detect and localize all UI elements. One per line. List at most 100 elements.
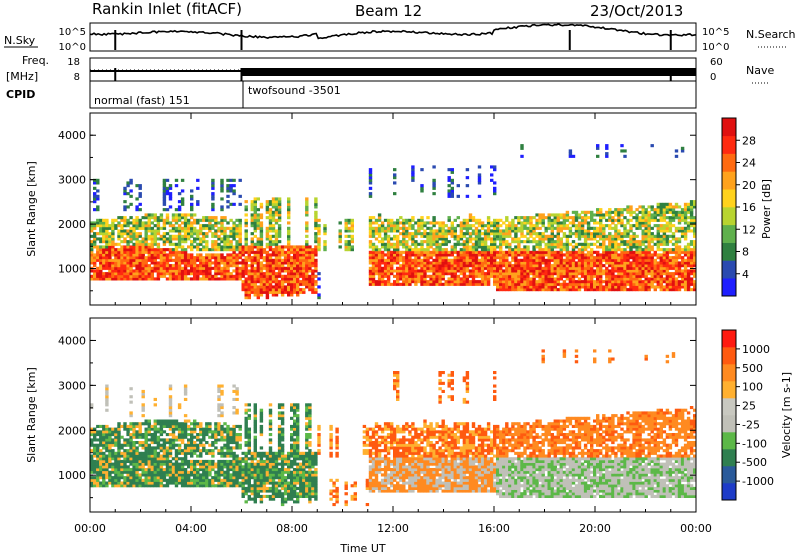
heat-cell [117,258,121,262]
heat-cell [117,274,121,278]
heat-cell [638,266,642,270]
heat-cell [90,476,94,480]
heat-cell [477,194,482,198]
heat-cell [505,253,509,257]
heat-cell [205,269,209,273]
heat-cell [132,221,136,225]
heat-cell [162,189,167,193]
heat-cell [689,240,694,244]
heat-cell [244,288,248,292]
heat-cell [147,451,151,455]
heat-cell [541,282,545,286]
heat-cell [159,248,164,252]
heat-cell [193,258,197,262]
heat-cell [368,261,373,265]
heat-cell [511,248,515,252]
heat-cell [132,430,136,434]
heat-cell [674,229,679,233]
heat-cell [105,441,109,445]
heat-cell [402,240,406,244]
heat-cell [520,226,524,230]
heat-cell [432,253,436,257]
heat-cell [368,168,373,172]
heat-cell [259,277,264,281]
heat-cell [674,237,679,241]
heat-cell [689,202,694,206]
heat-cell [677,205,682,209]
heat-cell [650,205,654,209]
heat-cell [450,232,454,236]
heat-cell [559,269,563,273]
nsearch-tick-bottom: 10^0 [702,42,729,53]
heat-cell [147,449,151,453]
heat-cell [241,264,245,268]
heat-cell [465,256,470,260]
heat-cell [211,253,215,257]
heat-cell [480,256,485,260]
heat-cell [617,288,621,292]
heat-cell [174,242,179,246]
heat-cell [190,266,194,270]
heat-cell [490,224,494,228]
heat-cell [402,282,406,286]
heat-cell [208,221,212,225]
heat-cell [486,226,491,230]
heat-cell [287,216,291,220]
heat-cell [108,451,112,455]
heat-cell [141,395,145,399]
heat-cell [283,269,288,273]
heat-cell [496,261,500,265]
heat-cell [671,250,676,254]
heat-cell [150,237,154,241]
heat-cell [429,280,433,284]
heat-cell [580,250,585,254]
heat-cell [671,210,676,214]
heat-cell [396,245,400,249]
heat-cell [171,248,176,252]
heat-cell [408,264,412,268]
heat-cell [411,216,415,220]
heat-cell [305,208,309,212]
heat-cell [465,240,470,244]
heat-cell [580,210,585,214]
heat-cell [429,234,433,238]
heat-cell [265,242,270,246]
heat-cell [565,277,570,281]
heat-cell [483,266,488,270]
heat-cell [483,234,488,238]
heat-cell [414,248,418,252]
heat-cell [144,237,148,241]
heat-cell [674,285,679,289]
heat-cell [447,253,451,257]
heat-cell [308,256,312,260]
heat-cell [226,274,230,278]
heat-cell [235,256,239,260]
heat-cell [468,224,473,228]
heat-cell [614,250,618,254]
heat-cell [499,274,503,278]
heat-cell [602,245,606,249]
heat-cell [120,459,124,463]
heat-cell [108,258,112,262]
heat-cell [135,232,139,236]
colorbar-swatch [722,171,736,190]
heat-cell [220,248,224,252]
heat-cell [165,189,170,193]
heat-cell [153,441,157,445]
heat-cell [665,210,670,214]
heat-cell [386,277,391,281]
heat-cell [229,258,233,262]
heat-cell [611,216,615,220]
heat-cell [190,232,194,236]
heat-cell [662,232,667,236]
heat-cell [465,218,470,222]
heat-cell [287,250,291,254]
heat-cell [544,264,548,268]
heat-cell [177,205,182,209]
heat-cell [374,253,379,257]
heat-cell [650,253,654,257]
heat-cell [647,224,651,228]
heat-cell [574,242,579,246]
heat-cell [196,237,200,241]
heat-cell [223,232,227,236]
